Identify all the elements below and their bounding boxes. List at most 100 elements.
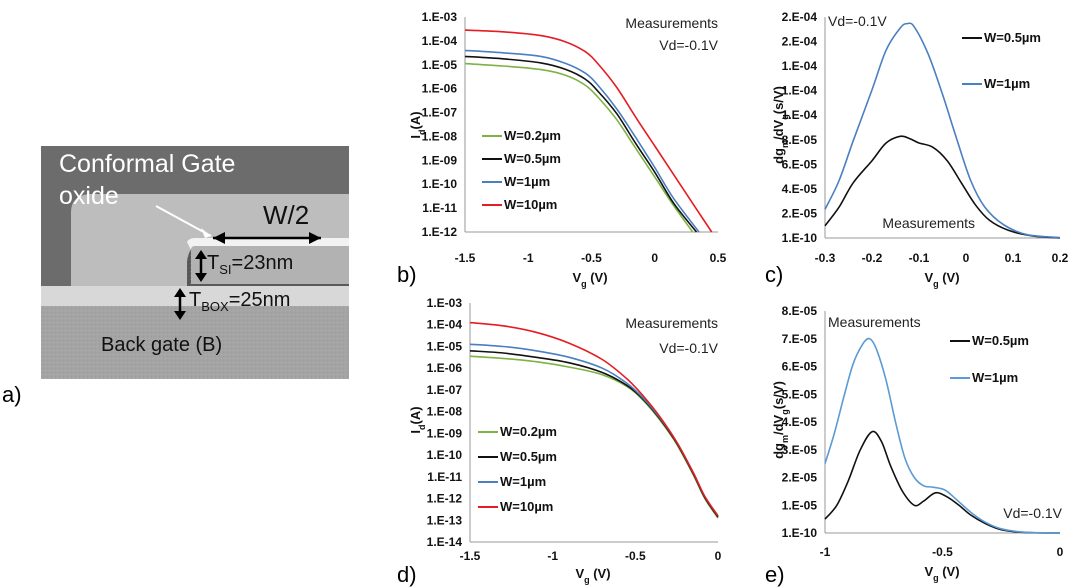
- y-tick-label: 1.E-08: [427, 405, 463, 419]
- x-tick-label: 0: [1057, 545, 1064, 559]
- legend-label: W=1µm: [500, 474, 546, 489]
- y-tick-label: 1.E-13: [427, 513, 463, 527]
- sem-tsi-t: T: [207, 252, 220, 274]
- y-tick-label: 1.E-07: [427, 383, 463, 397]
- series-line: [824, 22, 1061, 239]
- y-tick-label: 1.E-09: [422, 153, 458, 167]
- x-tick-label: -1: [547, 549, 558, 563]
- y-tick-label: 1.E-10: [782, 526, 818, 540]
- legend-label: W=0.2µm: [500, 424, 557, 439]
- sem-width-text: W/2: [263, 200, 310, 230]
- y-tick-label: 4.E-05: [782, 182, 818, 196]
- panel-d-label: d): [397, 562, 417, 587]
- x-tick-label: 0: [651, 251, 658, 265]
- series-line: [464, 49, 700, 233]
- y-tick-label: 3.E-05: [782, 443, 818, 457]
- series-line: [464, 55, 698, 233]
- y-tick-label: 8.E-05: [782, 133, 818, 147]
- y-tick-label: 1.E-05: [782, 498, 818, 512]
- y-tick-label: 6.E-05: [782, 360, 818, 374]
- chart-annotation: Vd=-0.1V: [1003, 505, 1062, 521]
- sem-label-tbox: TBOX=25nm: [189, 289, 290, 314]
- y-tick-label: 6.E-05: [782, 157, 818, 171]
- legend-label: W=1µm: [984, 76, 1030, 91]
- sem-structure-drawing: [41, 146, 349, 379]
- y-tick-label: 7.E-05: [782, 332, 818, 346]
- x-tick-label: 0.1: [1005, 251, 1022, 265]
- x-tick-label: -0.5: [625, 549, 646, 563]
- x-tick-label: 0: [715, 549, 722, 563]
- y-tick-label: 1.E-05: [427, 339, 463, 353]
- legend-label: W=1µm: [972, 370, 1018, 385]
- y-axis-title: Id(A): [408, 406, 427, 433]
- y-tick-label: 1.E-04: [782, 59, 818, 73]
- legend-label: W=0.5µm: [972, 333, 1029, 348]
- legend-label: W=0.5µm: [500, 449, 557, 464]
- sem-label-oxide: oxide: [59, 182, 119, 210]
- x-tick-label: -1.5: [455, 251, 476, 265]
- x-tick-label: 0.5: [710, 251, 727, 265]
- sem-tsi-value: =23nm: [231, 252, 294, 274]
- panel-e-label: e): [765, 562, 785, 587]
- y-tick-label: 1.E-04: [427, 318, 463, 332]
- y-tick-label: 1.E-11: [422, 201, 457, 215]
- chart-annotation: Measurements: [625, 15, 718, 31]
- x-tick-label: -0.2: [862, 251, 883, 265]
- x-axis-title: Vg (V): [575, 566, 610, 585]
- y-tick-label: 2.E-04: [782, 10, 818, 24]
- y-tick-label: 1.E-10: [422, 177, 458, 191]
- y-axis-title: Id(A): [408, 111, 427, 138]
- y-axis-title: dgm/dVg(s/V): [771, 86, 790, 164]
- chart-annotation: Measurements: [828, 314, 921, 330]
- y-tick-label: 1.E-07: [422, 106, 458, 120]
- chart-annotation: Measurements: [625, 315, 718, 331]
- x-tick-label: -0.3: [815, 251, 836, 265]
- series-line: [469, 321, 719, 517]
- y-tick-label: 2.E-05: [782, 471, 818, 485]
- sem-label-width: W/2: [263, 200, 309, 231]
- series-line: [824, 337, 1061, 534]
- sem-tbox-sub: BOX: [201, 299, 229, 314]
- x-tick-label: -0.5: [932, 545, 953, 559]
- series-line: [464, 29, 713, 233]
- chart-annotation: Vd=-0.1V: [659, 37, 718, 53]
- y-tick-label: 1.E-12: [422, 225, 458, 239]
- y-tick-label: 1.E-10: [427, 448, 463, 462]
- legend-label: W=10µm: [500, 499, 553, 514]
- y-tick-label: 1.E-03: [422, 10, 458, 24]
- y-tick-label: 1.E-11: [427, 470, 462, 484]
- panel-c-label: c): [765, 262, 784, 287]
- sem-micrograph: Conformal Gate oxide W/2 TSI=23nm TBOX=2…: [41, 146, 349, 379]
- y-tick-label: 8.E-05: [782, 304, 818, 318]
- y-tick-label: 5.E-05: [782, 387, 818, 401]
- y-tick-label: 2.E-05: [782, 206, 818, 220]
- x-tick-label: 0.2: [1052, 251, 1069, 265]
- y-tick-label: 1.E-12: [427, 492, 463, 506]
- chart-annotation: Vd=-0.1V: [659, 340, 718, 356]
- x-tick-label: 0: [963, 251, 970, 265]
- chart-annotation: Vd=-0.1V: [828, 13, 887, 29]
- legend-label: W=0.2µm: [504, 128, 561, 143]
- y-tick-label: 1.E-09: [427, 426, 463, 440]
- y-tick-label: 4.E-05: [782, 415, 818, 429]
- series-line: [824, 135, 1061, 239]
- sem-label-back-gate: Back gate (B): [101, 334, 223, 356]
- y-tick-label: 1.E-10: [782, 231, 818, 245]
- y-tick-label: 1.E-03: [427, 296, 463, 310]
- x-tick-label: -0.5: [581, 251, 602, 265]
- sem-label-conformal-gate: Conformal Gate: [59, 150, 236, 178]
- x-axis-title: Vg (V): [924, 270, 959, 289]
- chart-annotation: Measurements: [882, 215, 975, 231]
- y-tick-label: 1.E-04: [422, 34, 458, 48]
- y-axis-title: dgm/dVg(s/V): [771, 381, 790, 459]
- series-line: [824, 430, 1061, 534]
- legend-label: W=0.5µm: [984, 30, 1041, 45]
- panel-a-label: a): [2, 382, 22, 407]
- y-tick-label: 1.E-04: [782, 108, 818, 122]
- y-tick-label: 1.E-05: [422, 58, 458, 72]
- y-tick-label: 2.E-04: [782, 35, 818, 49]
